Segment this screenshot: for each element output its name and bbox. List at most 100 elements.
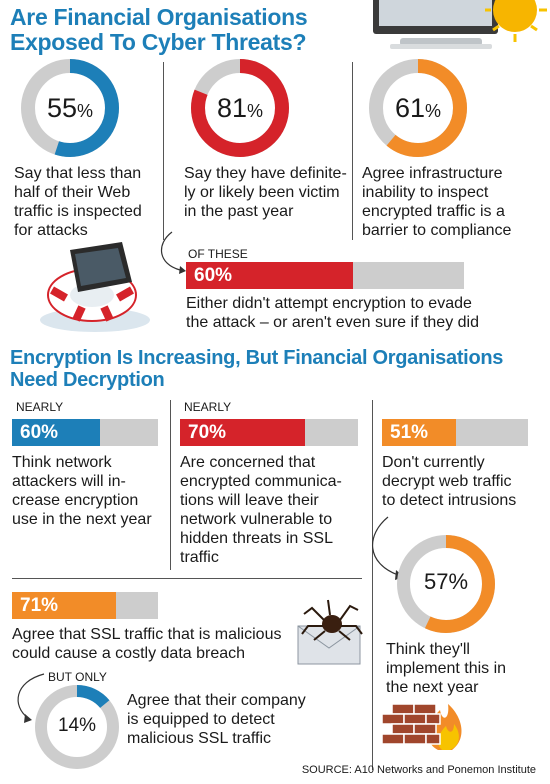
caption-ssl-line: Agree that SSL traffic that is malicious <box>12 626 282 643</box>
donut-unit-81: % <box>247 101 264 121</box>
but-only-label: BUT ONLY <box>48 670 107 684</box>
caption-concerned-line: network vulnerable to <box>180 511 333 528</box>
donut-label-57: 57% <box>396 569 496 595</box>
donut-unit-55: % <box>77 101 94 121</box>
lifebuoy-tablet-illustration <box>40 242 150 332</box>
bar-value-these: 60% <box>194 265 233 286</box>
bar-fill-ssl <box>12 592 116 619</box>
main-title-line-2: Exposed To Cyber Threats? <box>10 29 307 55</box>
donut-slice-61 <box>369 59 467 157</box>
caption-of-these: Either didn't attempt encryption to evad… <box>186 294 479 332</box>
donut-unit-61: % <box>425 101 442 121</box>
caption-55-line: half of their Web <box>14 184 131 201</box>
caption-implement: Think they'll implement this in the next… <box>386 640 506 697</box>
firewall-icon <box>381 703 462 750</box>
donut-chart-81 <box>191 59 289 157</box>
donut-chart-57 <box>397 535 495 633</box>
main-title: Are Financial Organisations Exposed To C… <box>10 4 308 55</box>
donut-value-61: 61 <box>394 93 426 123</box>
section-title-line-1: Encryption Is Increasing, But Financial … <box>10 347 504 369</box>
main-title-line-1: Are Financial Organisations <box>10 4 308 30</box>
divider <box>352 62 353 240</box>
bar-fill-these <box>186 262 353 289</box>
caption-61-line: barrier to compliance <box>362 222 512 239</box>
section-title: Encryption Is Increasing, But Financial … <box>10 347 503 391</box>
caption-ssl-line: could cause a costly data breach <box>12 645 246 662</box>
caption-equipped-line: malicious SSL traffic <box>127 730 272 747</box>
caption-55-line: traffic is inspected <box>14 203 142 220</box>
caption-network-line: attackers will in- <box>12 473 126 490</box>
monitor-sun-illustration <box>373 0 547 49</box>
caption-61-line: Agree infrastructure <box>362 165 503 182</box>
bar-fill-decrypt <box>382 419 457 446</box>
caption-concerned-line: traffic <box>180 549 219 566</box>
caption-network: Think network attackers will in- crease … <box>12 453 152 529</box>
caption-81: Say they have definite- ly or likely bee… <box>184 164 347 221</box>
caption-of-these-line: the attack – or aren't even sure if they… <box>186 314 479 331</box>
divider <box>163 62 164 240</box>
caption-ssl: Agree that SSL traffic that is malicious… <box>12 625 281 663</box>
caption-decrypt-line: decrypt web traffic <box>382 473 512 490</box>
bar-fill-concerned <box>180 419 305 446</box>
of-these-label: OF THESE <box>188 247 248 261</box>
caption-concerned: Are concerned that encrypted communica- … <box>180 453 342 567</box>
caption-equipped: Agree that their company is equipped to … <box>127 691 306 748</box>
caption-equipped-line: is equipped to detect <box>127 711 275 728</box>
donut-value-14: 14% <box>57 715 97 736</box>
donut-slice-14 <box>35 685 119 769</box>
caption-81-line: in the past year <box>184 203 294 220</box>
caption-network-line: use in the next year <box>12 511 152 528</box>
donut-label-81: 81% <box>190 93 290 124</box>
caption-61-line: inability to inspect <box>362 184 489 201</box>
donut-chart-55 <box>21 59 119 157</box>
donut-slice-55 <box>21 59 119 157</box>
caption-implement-line: implement this in <box>386 660 507 677</box>
caption-81-line: ly or likely been victim <box>184 184 340 201</box>
bar-fill-network <box>12 419 100 446</box>
caption-decrypt-line: Don't currently <box>382 454 485 471</box>
caption-55-line: Say that less than <box>14 165 142 182</box>
donut-chart-14 <box>35 685 119 769</box>
donut-chart-61 <box>369 59 467 157</box>
donut-value-81: 81 <box>216 93 248 123</box>
donut-value-55: 55 <box>46 93 78 123</box>
source-note: SOURCE: A10 Networks and Ponemon Institu… <box>301 764 536 776</box>
donut-value-57: 57% <box>423 569 469 594</box>
donut-label-55: 55% <box>20 93 120 124</box>
donut-slice-81 <box>191 59 289 157</box>
bar-these: 60% <box>186 262 464 289</box>
caption-concerned-line: Are concerned that <box>180 454 316 471</box>
caption-of-these-line: Either didn't attempt encryption to evad… <box>186 295 472 312</box>
caption-61: Agree infrastructure inability to inspec… <box>362 164 511 240</box>
caption-implement-line: the next year <box>386 679 479 696</box>
curved-arrow-icon <box>17 673 45 723</box>
donut-label-14: 14% <box>34 715 120 737</box>
bar-concerned: 70% <box>180 419 358 446</box>
caption-concerned-line: encrypted communica- <box>180 473 342 490</box>
nearly-label-60: NEARLY <box>16 400 64 414</box>
caption-network-line: Think network <box>12 454 112 471</box>
donut-slice-57 <box>397 535 495 633</box>
divider <box>170 400 171 570</box>
section-title-line-2: Need Decryption <box>10 369 165 391</box>
bar-decrypt: 51% <box>382 419 528 446</box>
bar-ssl: 71% <box>12 592 158 619</box>
nearly-label-70: NEARLY <box>184 400 232 414</box>
caption-network-line: crease encryption <box>12 492 139 509</box>
caption-concerned-line: tions will leave their <box>180 492 319 509</box>
caption-equipped-line: Agree that their company <box>127 692 306 709</box>
envelope-spider-icon <box>297 599 363 665</box>
caption-55: Say that less than half of their Web tra… <box>14 164 142 240</box>
bar-value-concerned: 70% <box>188 422 227 443</box>
divider <box>372 400 373 770</box>
curved-arrow-icon <box>161 231 186 274</box>
caption-81-line: Say they have definite- <box>184 165 347 182</box>
donut-label-61: 61% <box>368 93 468 124</box>
caption-55-line: for attacks <box>14 222 88 239</box>
caption-concerned-line: hidden threats in SSL <box>180 530 333 547</box>
caption-implement-line: Think they'll <box>386 641 470 658</box>
divider <box>12 578 362 579</box>
caption-61-line: encrypted traffic is a <box>362 203 505 220</box>
caption-decrypt: Don't currently decrypt web traffic to d… <box>382 453 516 510</box>
bar-value-ssl: 71% <box>20 595 59 616</box>
